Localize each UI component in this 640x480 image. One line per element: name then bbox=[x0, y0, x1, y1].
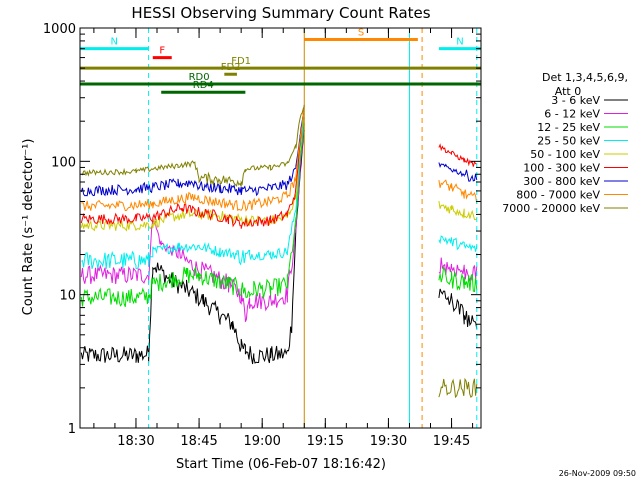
series-line-after-gap-7 bbox=[438, 179, 478, 204]
timestamp: 26-Nov-2009 09:50 bbox=[559, 469, 636, 478]
series-line-after-gap-2 bbox=[438, 265, 478, 293]
flag-label-fd2-5: FD2 bbox=[221, 62, 241, 73]
legend-entry-label: 12 - 25 keV bbox=[537, 121, 600, 134]
series-line-main-6 bbox=[80, 104, 305, 197]
series-line-main-1 bbox=[80, 123, 305, 322]
legend-entry-label: 3 - 6 keV bbox=[551, 94, 600, 107]
series-line-main-5 bbox=[80, 106, 305, 229]
flag-label-rd0-6: RD0 bbox=[189, 72, 210, 83]
series-line-after-gap-0 bbox=[438, 288, 478, 330]
legend-entry-label: 300 - 800 keV bbox=[523, 175, 600, 188]
series-line-main-4 bbox=[80, 110, 305, 232]
series-line-after-gap-8 bbox=[438, 377, 478, 399]
axis-layer: 1 10 100 1000 18:30 18:45 19:00 19:15 19:30 19:45 bbox=[43, 22, 482, 449]
legend-entry-label: 6 - 12 keV bbox=[544, 108, 600, 121]
data-layer bbox=[80, 104, 478, 399]
x-tick-label: 19:30 bbox=[370, 434, 407, 449]
series-line-main-0 bbox=[80, 129, 305, 365]
x-tick-label: 19:45 bbox=[433, 434, 470, 449]
flag-label-n-1: N bbox=[456, 37, 463, 48]
series-line-after-gap-4 bbox=[438, 201, 478, 221]
series-line-main-7 bbox=[81, 108, 305, 212]
chart-title: HESSI Observing Summary Count Rates bbox=[131, 4, 430, 22]
flag-label-f-2: F bbox=[159, 46, 165, 57]
y-tick-label: 1 bbox=[68, 422, 76, 437]
flag-label-rd4-7: RD4 bbox=[193, 80, 214, 91]
series-line-after-gap-5 bbox=[438, 143, 477, 167]
x-tick-label: 18:45 bbox=[180, 434, 217, 449]
series-line-after-gap-3 bbox=[438, 235, 478, 252]
legend-entry-label: 7000 - 20000 keV bbox=[502, 202, 600, 215]
x-tick-label: 19:15 bbox=[307, 434, 344, 449]
flag-label-s-3: S bbox=[358, 27, 364, 38]
legend-entry-label: 800 - 7000 keV bbox=[516, 189, 600, 202]
flag-label-fd1-4: FD1 bbox=[231, 56, 251, 67]
x-tick-label: 18:30 bbox=[117, 434, 154, 449]
series-line-after-gap-6 bbox=[438, 162, 478, 182]
x-axis-label: Start Time (06-Feb-07 18:16:42) bbox=[176, 457, 386, 472]
legend-entry-label: 25 - 50 keV bbox=[537, 135, 600, 148]
legend-entry-label: 100 - 300 keV bbox=[523, 162, 600, 175]
series-line-main-3 bbox=[81, 113, 305, 270]
legend-header-line2: Att 0 bbox=[555, 85, 581, 98]
x-tick-label: 19:00 bbox=[243, 434, 280, 449]
y-tick-label: 100 bbox=[51, 155, 76, 170]
y-tick-label: 1000 bbox=[43, 22, 76, 37]
flag-label-n-0: N bbox=[111, 37, 118, 48]
series-line-main-8 bbox=[81, 105, 305, 187]
y-tick-label: 10 bbox=[59, 289, 76, 304]
legend-header-line1: Det 1,3,4,5,6,9, bbox=[542, 71, 628, 84]
legend-entry-label: 50 - 100 keV bbox=[530, 148, 600, 161]
series-line-main-2 bbox=[80, 117, 305, 307]
y-axis-label: Count Rate (s⁻¹ detector⁻¹) bbox=[21, 139, 36, 316]
plot-frame bbox=[79, 27, 482, 429]
